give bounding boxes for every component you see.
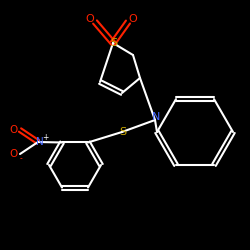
Text: -: - (20, 154, 22, 164)
Text: N: N (152, 112, 160, 122)
Text: N: N (36, 137, 44, 147)
Text: O: O (86, 14, 94, 24)
Text: O: O (128, 14, 138, 24)
Text: O: O (10, 149, 18, 159)
Text: S: S (120, 127, 126, 137)
Text: +: + (42, 134, 48, 142)
Text: O: O (10, 125, 18, 135)
Text: S: S (110, 38, 117, 48)
